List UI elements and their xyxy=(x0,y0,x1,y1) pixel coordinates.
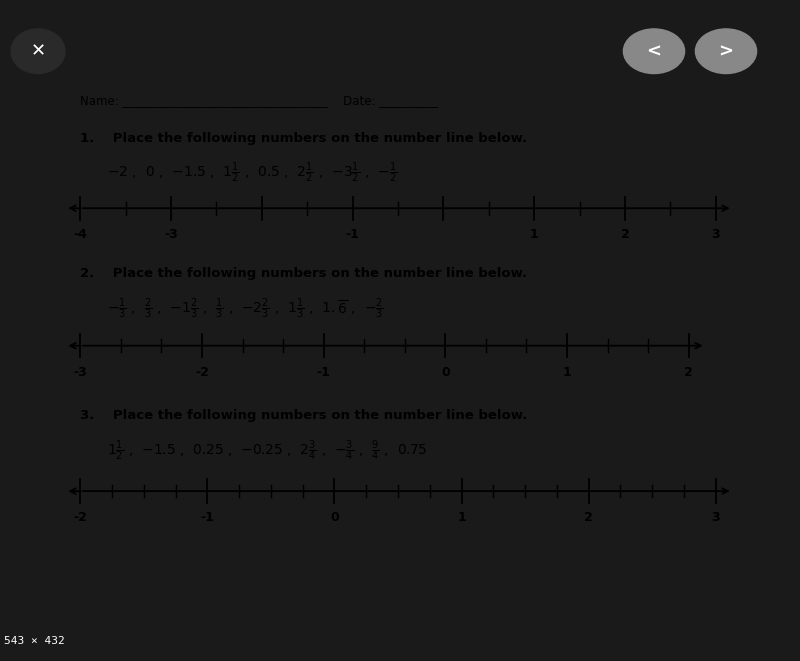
Text: 2: 2 xyxy=(621,228,630,241)
Text: -1: -1 xyxy=(346,228,359,241)
Text: -3: -3 xyxy=(164,228,178,241)
Text: 3: 3 xyxy=(711,228,720,241)
Text: -2: -2 xyxy=(74,511,87,524)
Text: 1: 1 xyxy=(530,228,538,241)
Text: -2: -2 xyxy=(195,366,209,379)
Text: >: > xyxy=(718,42,734,60)
Text: $1\frac{1}{2}$ ,  $-1.5$ ,  $0.25$ ,  $-0.25$ ,  $2\frac{3}{4}$ ,  $-\frac{3}{4}: $1\frac{1}{2}$ , $-1.5$ , $0.25$ , $-0.2… xyxy=(107,438,428,463)
Text: 0: 0 xyxy=(330,511,339,524)
Text: 1: 1 xyxy=(457,511,466,524)
Text: $-2$ ,  $0$ ,  $-1.5$ ,  $1\frac{1}{2}$ ,  $0.5$ ,  $2\frac{1}{2}$ ,  $-3\frac{1: $-2$ , $0$ , $-1.5$ , $1\frac{1}{2}$ , $… xyxy=(107,161,398,185)
Text: 1.    Place the following numbers on the number line below.: 1. Place the following numbers on the nu… xyxy=(80,132,527,145)
Text: 543 × 432: 543 × 432 xyxy=(4,637,65,646)
Text: Name: ___________________________________    Date: __________: Name: __________________________________… xyxy=(80,95,438,108)
Text: ✕: ✕ xyxy=(30,42,46,60)
Text: 2: 2 xyxy=(584,511,593,524)
Text: -1: -1 xyxy=(317,366,330,379)
Text: 3: 3 xyxy=(711,511,720,524)
Text: 2: 2 xyxy=(684,366,693,379)
Text: $-\frac{1}{3}$ ,  $\frac{2}{3}$ ,  $-1\frac{2}{3}$ ,  $\frac{1}{3}$ ,  $-2\frac{: $-\frac{1}{3}$ , $\frac{2}{3}$ , $-1\fra… xyxy=(107,297,384,321)
Text: -4: -4 xyxy=(74,228,87,241)
Text: -1: -1 xyxy=(201,511,214,524)
Circle shape xyxy=(623,29,685,73)
Text: <: < xyxy=(646,42,662,60)
Text: 0: 0 xyxy=(441,366,450,379)
Text: 3.    Place the following numbers on the number line below.: 3. Place the following numbers on the nu… xyxy=(80,409,527,422)
Text: 2.    Place the following numbers on the number line below.: 2. Place the following numbers on the nu… xyxy=(80,268,527,280)
Text: 1: 1 xyxy=(562,366,571,379)
Text: -3: -3 xyxy=(74,366,87,379)
Circle shape xyxy=(11,29,65,73)
Circle shape xyxy=(695,29,757,73)
